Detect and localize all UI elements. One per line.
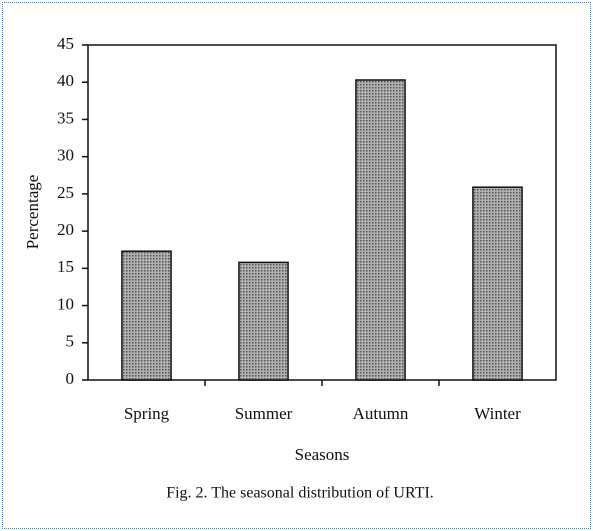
y-tick-label: 0 [66,369,75,388]
y-tick-label: 45 [57,34,74,53]
bar [238,261,289,381]
y-tick-label: 15 [57,257,74,276]
y-tick-label: 10 [57,294,74,313]
y-tick-label: 25 [57,183,74,202]
x-tick-label: Spring [124,404,170,423]
caption: Fig. 2. The seasonal distribution of URT… [166,485,434,502]
x-tick-label: Summer [235,404,293,423]
y-tick-label: 30 [57,146,74,165]
y-tick-label: 40 [57,71,74,90]
y-tick-label: 35 [57,108,74,127]
y-tick-label: 5 [66,332,75,351]
bar [121,250,172,381]
x-tick-label: Winter [474,404,521,423]
bar [355,79,406,381]
x-axis-label: Seasons [295,445,350,464]
y-axis-label: Percentage [23,175,42,250]
bar [472,186,523,381]
y-tick-label: 20 [57,220,74,239]
x-tick-label: Autumn [353,404,409,423]
